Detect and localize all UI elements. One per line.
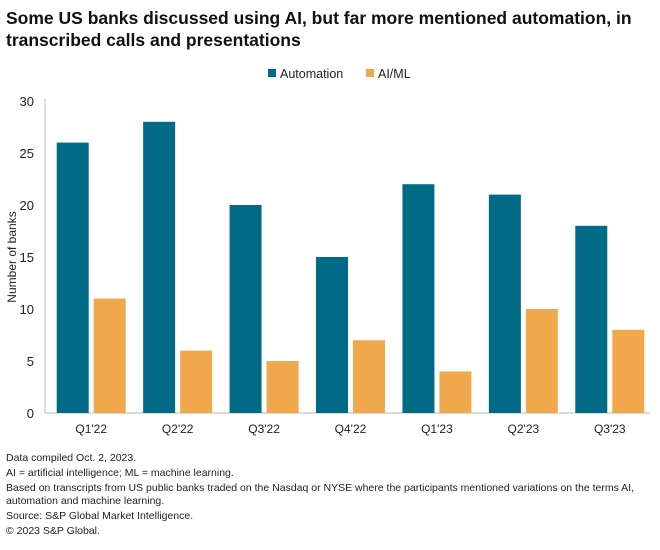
bar-aiml-5 (525, 309, 558, 413)
legend-swatch-0 (268, 69, 276, 77)
y-tick-label: 10 (20, 302, 34, 317)
y-tick-label: 15 (20, 250, 34, 265)
bar-automation-3 (316, 257, 348, 413)
bar-automation-1 (143, 121, 176, 414)
bar-automation-6 (575, 225, 608, 413)
bar-automation-2 (229, 205, 262, 413)
x-tick-label: Q2'22 (162, 422, 194, 436)
y-tick-label: 30 (20, 94, 34, 109)
footnote-method: Based on transcripts from US public bank… (6, 482, 634, 507)
legend-label-0: Automation (280, 67, 343, 81)
y-tick-label: 20 (20, 198, 34, 213)
bar-aiml-3 (353, 340, 385, 413)
chart-title: Some US banks discussed using AI, but fa… (6, 8, 632, 50)
bar-automation-0 (56, 142, 89, 413)
x-tick-label: Q1'22 (75, 422, 107, 436)
y-tick-label: 5 (27, 354, 34, 369)
bar-aiml-1 (180, 350, 213, 413)
x-tick-label: Q2'23 (508, 422, 540, 436)
footnote-abbrev: AI = artificial intelligence; ML = machi… (6, 467, 234, 479)
bar-chart: 0 5 10 15 20 25 30 Number of banks Q1'22 Q2'22 Q3'… (5, 67, 650, 436)
bar-aiml-6 (612, 329, 645, 413)
footnotes: Data compiled Oct. 2, 2023. AI = artific… (6, 452, 656, 540)
y-axis-title: Number of banks (5, 211, 19, 302)
x-tick-label: Q3'22 (248, 422, 280, 436)
bar-automation-4 (402, 184, 435, 413)
y-tick-label: 0 (27, 406, 34, 421)
bar-aiml-2 (266, 361, 299, 413)
y-tick-label: 25 (20, 146, 34, 161)
bar-aiml-4 (439, 371, 472, 413)
footnote-date: Data compiled Oct. 2, 2023. (6, 452, 137, 464)
footnote-source: Source: S&P Global Market Intelligence. (6, 510, 194, 522)
bar-aiml-0 (93, 298, 126, 413)
x-tick-label: Q1'23 (421, 422, 453, 436)
legend-swatch-1 (366, 69, 374, 77)
x-tick-label: Q3'23 (594, 422, 626, 436)
footnote-copyright: © 2023 S&P Global. (6, 525, 100, 537)
bar-automation-5 (488, 194, 521, 413)
x-tick-label: Q4'22 (335, 422, 367, 436)
legend-label-1: AI/ML (378, 67, 411, 81)
